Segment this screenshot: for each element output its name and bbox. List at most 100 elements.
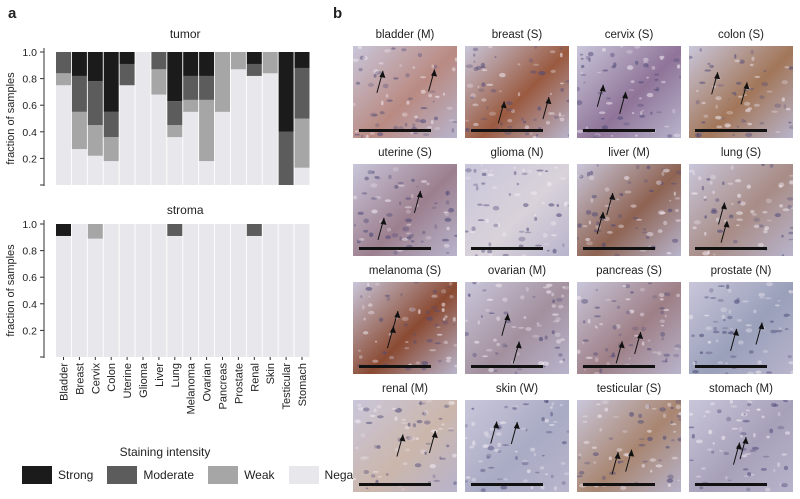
y-axis-label: fraction of samples	[5, 244, 17, 337]
histology-tile: stomach (M)	[689, 378, 793, 492]
arrow-head	[723, 220, 730, 228]
arrow-head	[545, 97, 552, 105]
legend-swatch-strong	[22, 466, 52, 484]
bar-segment-negative	[135, 52, 151, 185]
tissue-micrograph	[353, 282, 457, 374]
histology-tile: bladder (M)	[353, 24, 457, 138]
bar-segment-strong	[199, 52, 215, 76]
arrow-head	[431, 431, 438, 439]
arrow-head	[431, 69, 438, 77]
x-tick-label: Prostate	[233, 363, 245, 404]
legend-swatch-moderate	[107, 466, 138, 484]
tissue-micrograph	[577, 46, 681, 138]
arrow-head	[504, 313, 511, 321]
x-tick-label: Glioma	[138, 362, 150, 398]
histology-tile: cervix (S)	[577, 24, 681, 138]
scale-bar	[359, 247, 431, 250]
x-tick-label: Lung	[170, 363, 182, 387]
arrow-head	[758, 322, 765, 330]
bar-segment-negative	[119, 224, 135, 357]
bar-segment-moderate	[56, 52, 71, 74]
bar-segment-weak	[215, 52, 230, 112]
arrow-head	[742, 437, 749, 445]
tile-label: testicular (S)	[596, 383, 662, 395]
tile-label: stomach (M)	[709, 383, 773, 395]
y-tick-label: 0.6	[22, 100, 37, 112]
bar-segment-strong	[71, 52, 87, 76]
bar-segment-strong	[246, 52, 262, 64]
bar-segment-strong	[119, 52, 135, 64]
tile-label: prostate (N)	[710, 265, 772, 277]
bar-segment-moderate	[167, 224, 183, 236]
bar-segment-negative	[262, 224, 278, 357]
bar-segment-strong	[103, 52, 119, 112]
arrow-head	[721, 202, 728, 210]
y-tick-label: 0.6	[22, 272, 37, 284]
arrow-head	[493, 421, 500, 429]
bar-segment-negative	[151, 94, 167, 185]
chart-title: stroma	[167, 203, 204, 217]
bar-segment-moderate	[167, 101, 183, 126]
y-tick-label: 0.4	[22, 299, 37, 311]
bar-segment-moderate	[246, 63, 262, 76]
bar-segment-weak	[167, 125, 183, 138]
bar-segment-weak	[262, 52, 278, 74]
bar-segment-moderate	[103, 111, 119, 138]
x-tick-label: Pancreas	[218, 363, 230, 410]
arrow-head	[618, 341, 625, 349]
y-tick-label: 0.2	[22, 153, 37, 165]
bar-segment-negative	[71, 224, 87, 357]
x-tick-label: Skin	[265, 363, 277, 384]
histology-tile: uterine (S)	[353, 142, 457, 256]
scale-bar	[471, 483, 543, 486]
arrow-head	[735, 442, 742, 450]
arrow-head	[743, 82, 750, 90]
histology-tile: testicular (S)	[577, 378, 681, 492]
bar-segment-strong	[183, 52, 199, 76]
legend: Strong Moderate Weak Negative	[22, 466, 372, 484]
arrow-head	[599, 84, 606, 92]
bar-segment-negative	[71, 149, 87, 185]
arrow-head	[515, 341, 522, 349]
bar-segment-weak	[87, 224, 103, 239]
arrow-head	[733, 328, 740, 336]
bar-segment-strong	[87, 52, 103, 82]
bar-segment-negative	[135, 224, 151, 357]
scale-bar	[471, 247, 543, 250]
bar-segment-weak	[71, 111, 87, 150]
bar-segment-negative	[230, 224, 246, 357]
legend-item-weak: Weak	[208, 466, 275, 484]
x-tick-label: Colon	[106, 363, 118, 392]
bar-segment-negative	[246, 235, 262, 357]
histology-tile: glioma (N)	[465, 142, 569, 256]
bar-segment-strong	[56, 224, 71, 236]
bar-segment-moderate	[87, 81, 103, 126]
bar-segment-negative	[103, 161, 119, 185]
bar-segment-weak	[151, 69, 167, 95]
bar-segment-negative	[167, 137, 183, 185]
legend-title: Staining intensity	[119, 445, 211, 459]
histology-tile: lung (S)	[689, 142, 793, 256]
tile-label: bladder (M)	[375, 29, 435, 41]
legend-label: Moderate	[143, 468, 195, 482]
bar-segment-negative	[56, 235, 71, 357]
bar-segment-negative	[87, 238, 103, 357]
bar-segment-negative	[246, 75, 262, 185]
scale-bar	[471, 365, 543, 368]
scale-bar	[695, 365, 767, 368]
tile-label: skin (W)	[495, 383, 539, 395]
chart-title: tumor	[170, 27, 201, 41]
histology-tile: liver (M)	[577, 142, 681, 256]
bar-segment-negative	[56, 85, 71, 185]
arrow-head	[379, 70, 386, 78]
y-tick-label: 0.2	[22, 325, 37, 337]
panel-a-letter: a	[8, 5, 17, 22]
histology-tile: breast (S)	[465, 24, 569, 138]
bar-segment-weak	[294, 118, 310, 168]
scale-bar	[583, 129, 655, 132]
x-tick-label: Ovarian	[202, 363, 214, 402]
x-tick-label: Uterine	[122, 363, 134, 398]
legend-label: Weak	[244, 468, 275, 482]
tile-label: glioma (N)	[490, 147, 544, 159]
bar-segment-moderate	[151, 52, 167, 70]
